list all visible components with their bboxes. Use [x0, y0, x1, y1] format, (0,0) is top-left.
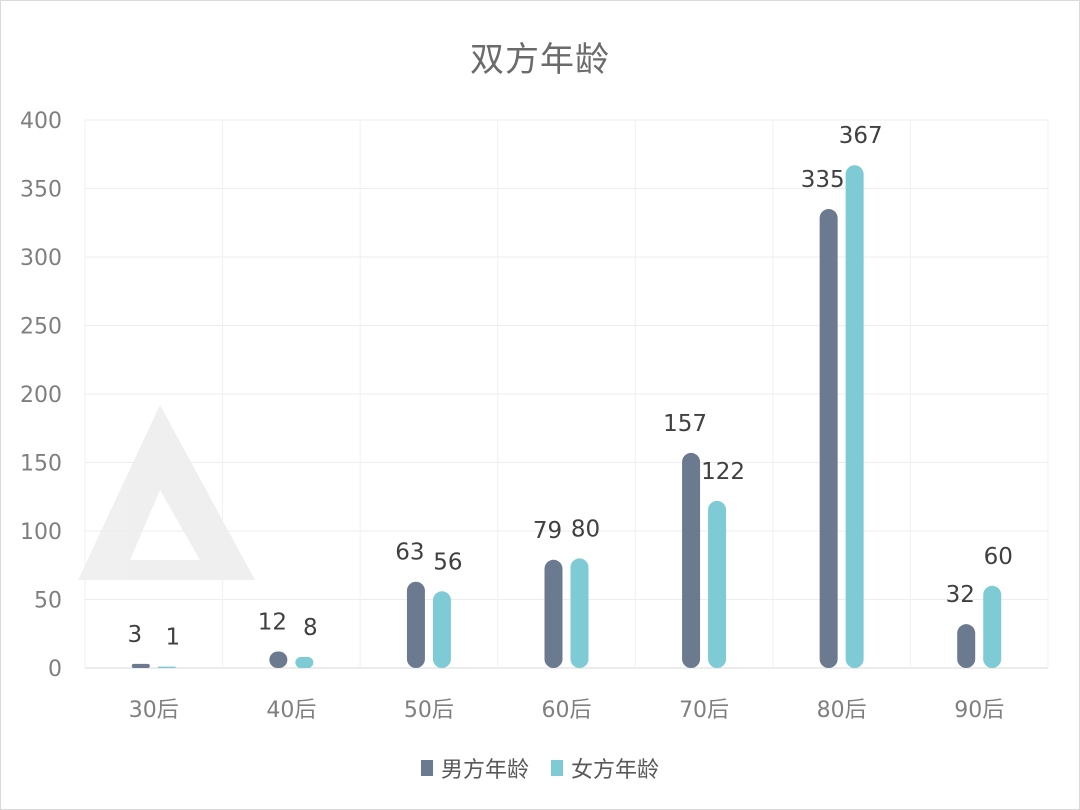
- legend-item-male: 男方年龄: [420, 752, 529, 784]
- data-label: 63: [395, 540, 424, 566]
- grid-lines: [84, 119, 1049, 669]
- bar-female: [432, 591, 451, 668]
- y-tick-label: 150: [20, 452, 62, 477]
- bar-female: [570, 558, 589, 668]
- data-label: 367: [839, 123, 883, 149]
- bars: [131, 165, 1002, 669]
- x-tick-label: 90后: [954, 698, 1004, 723]
- legend: 男方年龄 女方年龄: [0, 752, 1080, 784]
- data-label: 79: [533, 518, 562, 544]
- y-tick-label: 0: [48, 657, 62, 682]
- bar-female: [708, 500, 727, 668]
- x-tick-label: 50后: [404, 698, 454, 723]
- bar-female: [983, 585, 1002, 668]
- bar-male: [269, 651, 288, 668]
- x-tick-label: 80后: [817, 698, 867, 723]
- bar-male: [406, 581, 425, 668]
- x-tick-label: 40后: [266, 698, 316, 723]
- bar-female: [845, 165, 864, 668]
- y-tick-label: 200: [20, 383, 62, 408]
- data-label: 12: [258, 610, 287, 636]
- y-tick-label: 250: [20, 315, 62, 340]
- y-tick-label: 300: [20, 246, 62, 271]
- y-tick-label: 350: [20, 178, 62, 203]
- y-axis-ticks: 0 50 100 150 200 250 300 350 400: [20, 109, 62, 682]
- bar-male: [544, 559, 563, 668]
- legend-swatch-male: [420, 760, 433, 776]
- data-label: 8: [303, 615, 318, 641]
- data-labels: 3 12 63 79 157 335 32 1 8 56 80 122 367 60: [127, 123, 1012, 650]
- legend-swatch-female: [551, 760, 563, 776]
- data-label: 80: [571, 516, 600, 542]
- bar-male: [957, 624, 976, 668]
- bar-male: [682, 452, 701, 668]
- data-label: 56: [433, 549, 462, 575]
- x-axis-ticks: 30后 40后 50后 60后 70后 80后 90后: [129, 698, 1004, 723]
- data-label: 157: [663, 411, 707, 437]
- y-tick-label: 100: [20, 520, 62, 545]
- y-tick-label: 50: [34, 589, 62, 614]
- data-label: 1: [165, 625, 180, 651]
- bar-male: [131, 663, 150, 668]
- x-tick-label: 70后: [679, 698, 729, 723]
- bar-female: [295, 657, 314, 668]
- data-label: 335: [801, 167, 845, 193]
- data-label: 32: [946, 582, 975, 608]
- chart-title: 双方年龄: [470, 40, 610, 80]
- watermark-logo: [78, 405, 255, 580]
- legend-label-male: 男方年龄: [440, 758, 529, 783]
- legend-label-female: 女方年龄: [571, 758, 660, 783]
- data-label: 60: [984, 544, 1013, 570]
- bar-female: [157, 666, 176, 668]
- x-tick-label: 60后: [542, 698, 592, 723]
- bar-male: [819, 209, 838, 669]
- y-tick-label: 400: [20, 109, 62, 134]
- legend-item-female: 女方年龄: [551, 752, 659, 784]
- x-tick-label: 30后: [129, 698, 179, 723]
- data-label: 3: [127, 622, 142, 648]
- data-label: 122: [701, 459, 745, 485]
